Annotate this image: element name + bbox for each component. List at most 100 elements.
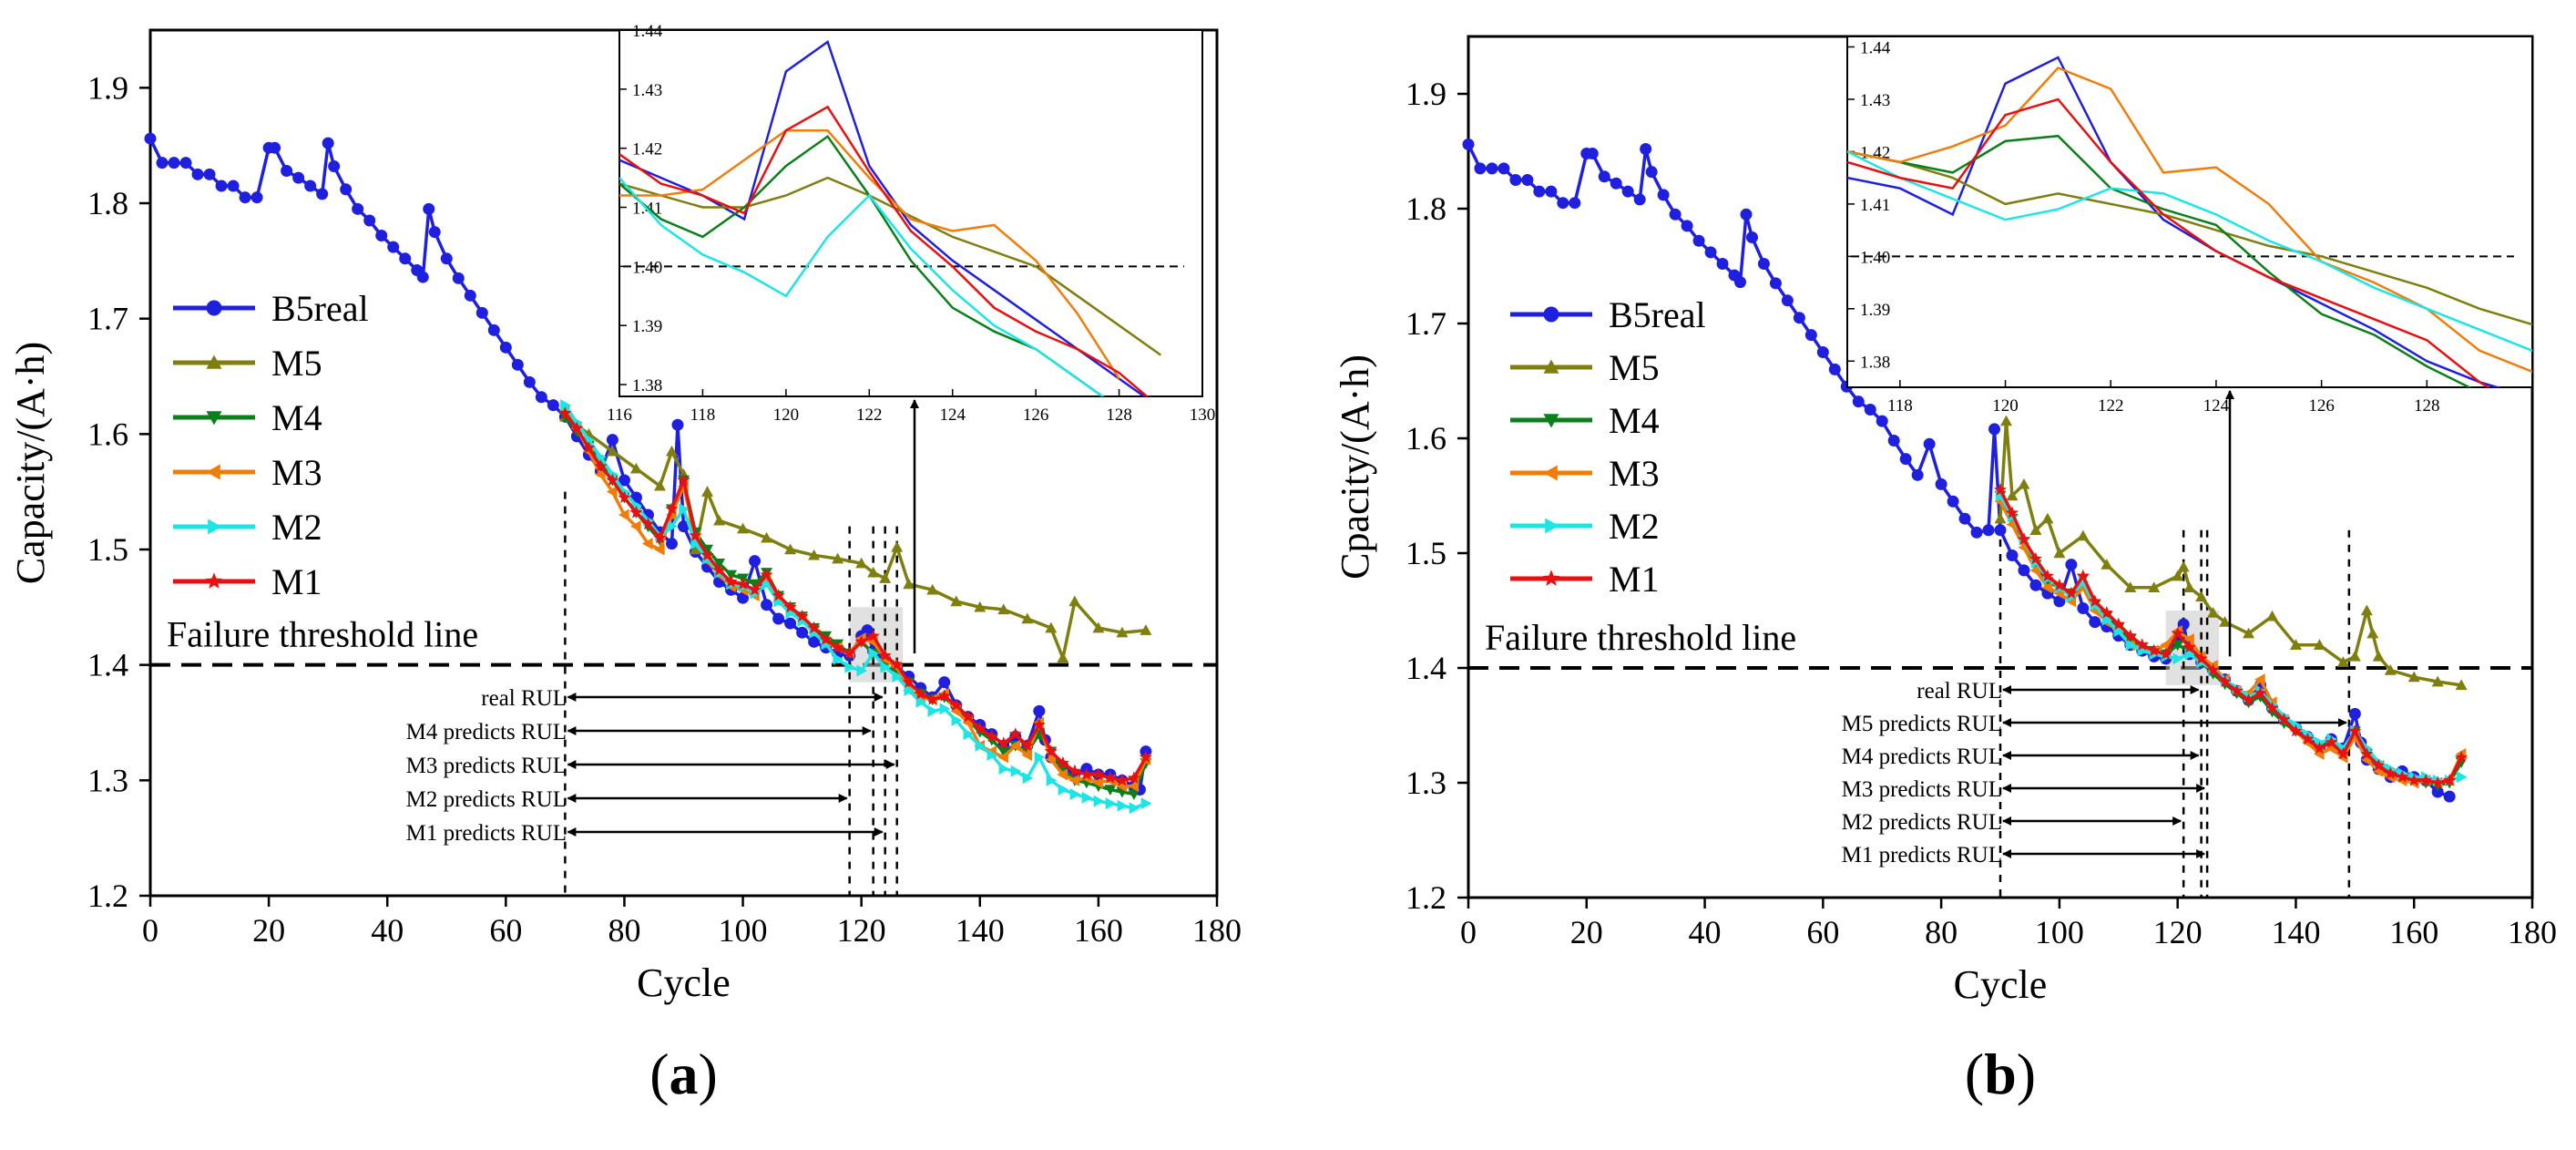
data-point [2194, 652, 2208, 664]
data-point [653, 543, 665, 556]
data-point [807, 621, 821, 634]
y-tick-label: 1.7 [87, 301, 128, 337]
data-point [1057, 768, 1068, 781]
data-point [2159, 647, 2172, 660]
data-point [2195, 590, 2208, 602]
data-point [2443, 790, 2456, 803]
data-point [1994, 524, 2007, 537]
inset-series-m3 [619, 128, 1120, 380]
data-point [878, 649, 892, 662]
data-point [665, 502, 679, 515]
data-point [1020, 738, 1034, 752]
inset-x-tick-label: 130 [1190, 406, 1216, 425]
data-point [749, 555, 762, 568]
data-point [1887, 435, 1900, 447]
data-point [1128, 789, 1140, 801]
data-point [843, 646, 856, 659]
data-point [1068, 595, 1081, 607]
data-point [1569, 197, 1581, 210]
data-point [1911, 468, 1924, 481]
data-point [866, 629, 880, 642]
data-point [2360, 747, 2374, 760]
data-point [665, 538, 678, 550]
series-m4 [558, 412, 1152, 801]
data-point [1022, 772, 1034, 785]
data-point [762, 578, 773, 590]
data-point [2101, 559, 2113, 570]
data-point [700, 548, 714, 561]
data-point [1068, 764, 1081, 777]
data-point [560, 399, 571, 412]
legend-marker [1545, 518, 1559, 534]
data-point [1104, 785, 1117, 796]
data-point [903, 578, 915, 590]
panel-b: 0 20 40 60 80 100 120 140 160 180 1.2 1.3 1.4 1.5 1.6 1… [1333, 35, 2557, 1106]
data-point [1034, 751, 1046, 764]
rul-label: M1 predicts RUL [1842, 843, 2002, 868]
data-point [618, 490, 631, 503]
data-point [1021, 612, 1034, 624]
data-point [2206, 663, 2220, 676]
data-point [1828, 363, 1841, 375]
x-tick-label: 100 [719, 912, 768, 949]
data-point [2088, 594, 2101, 607]
data-point [927, 704, 939, 717]
data-point [2372, 758, 2386, 772]
data-point [1079, 767, 1093, 780]
data-point [690, 538, 702, 550]
data-point [156, 157, 169, 169]
data-point [795, 610, 809, 622]
data-point [671, 418, 684, 431]
data-point [203, 168, 216, 180]
data-point [1657, 189, 1670, 201]
data-point [2064, 586, 2078, 600]
data-point [819, 632, 833, 645]
x-tick-label: 40 [1689, 914, 1722, 950]
data-point [998, 763, 1010, 775]
y-tick-label: 1.5 [87, 531, 128, 568]
data-point [689, 529, 702, 541]
data-point [914, 686, 927, 700]
data-point [677, 473, 690, 486]
data-point [915, 695, 927, 708]
data-point [2313, 741, 2326, 755]
data-point [1769, 277, 1782, 290]
data-point [1740, 208, 1753, 221]
data-point [1009, 739, 1021, 752]
legend-label: M1 [271, 561, 322, 602]
inset-y-tick-label: 1.40 [1860, 248, 1890, 267]
data-point [1633, 193, 1646, 206]
rul-label: M5 predicts RUL [1842, 712, 2002, 736]
data-point [2172, 570, 2184, 581]
data-point [1092, 776, 1104, 789]
rul-label: M3 predicts RUL [1842, 777, 2002, 802]
data-point [1876, 415, 1888, 427]
data-point [2077, 601, 2090, 614]
data-point [679, 503, 690, 516]
data-point [1533, 185, 1546, 198]
data-point [784, 617, 797, 630]
x-tick-label: 160 [2389, 914, 2438, 950]
data-point [2313, 639, 2326, 650]
data-point [761, 531, 773, 543]
data-point [1757, 257, 1770, 270]
data-point [535, 391, 547, 404]
data-point [975, 739, 986, 752]
data-point [2040, 569, 2054, 582]
data-point [1509, 174, 1522, 186]
data-point [1970, 526, 1983, 539]
data-point [892, 670, 904, 683]
data-point [997, 746, 1010, 758]
data-point [487, 323, 500, 336]
data-point [1008, 727, 1022, 740]
y-tick-label: 1.6 [1406, 420, 1446, 457]
data-point [950, 595, 963, 607]
data-point [1139, 750, 1152, 763]
threshold-label: Failure threshold line [167, 614, 478, 655]
data-point [1093, 795, 1105, 807]
x-tick-label: 140 [2271, 914, 2320, 950]
data-point [2242, 693, 2255, 706]
data-point [2077, 529, 2090, 541]
x-tick-label: 80 [608, 912, 640, 949]
data-point [2348, 724, 2362, 737]
